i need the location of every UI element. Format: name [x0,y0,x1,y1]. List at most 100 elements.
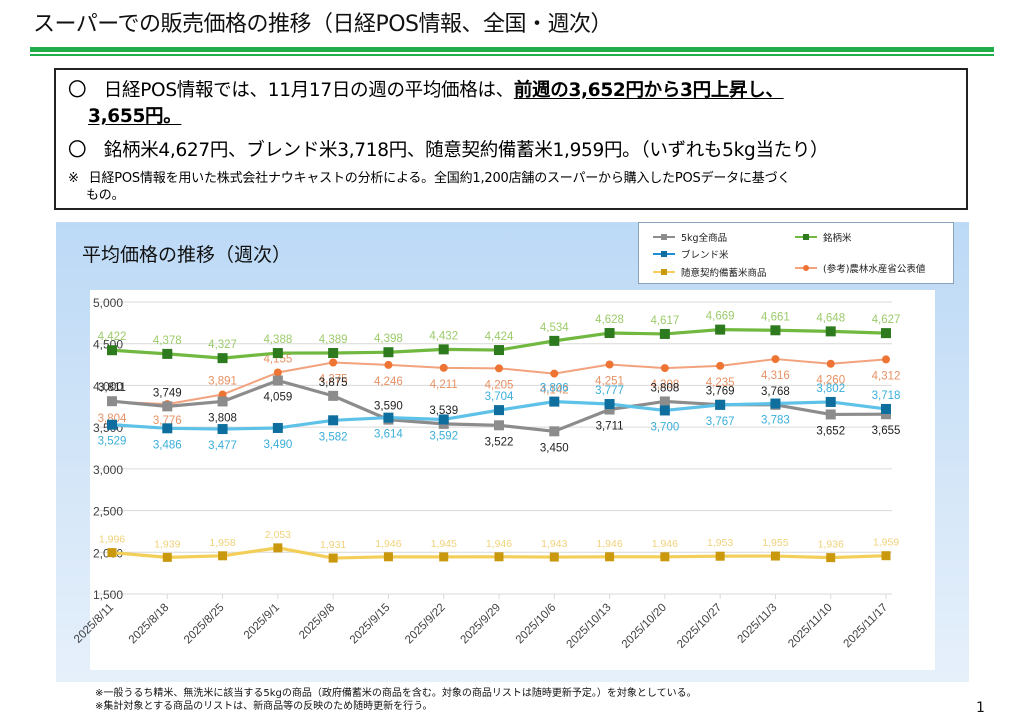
data-label-maff: 4,142 [540,385,569,397]
page-title: スーパーでの販売価格の推移（日経POS情報、全国・週次） [33,12,613,37]
data-label-blend: 3,477 [208,440,237,452]
data-label-stockpile: 1,945 [431,538,457,550]
legend-label-all-5kg: 5kg全商品 [681,233,728,244]
data-point-brand [659,328,670,339]
data-point-maff [550,369,559,378]
data-label-brand: 4,627 [872,314,901,326]
data-point-maff [716,361,725,370]
legend-swatch-brand [795,232,817,242]
data-point-stockpile [881,551,891,561]
x-tick-label: 2025/11/17 [842,602,891,651]
data-label-brand: 4,617 [650,315,679,327]
data-label-stockpile: 1,946 [486,538,512,550]
legend-label-maff: (参考)農林水産省公表値 [823,264,926,275]
data-label-brand: 4,661 [761,311,790,323]
data-label-blend: 3,802 [816,383,845,395]
data-point-blend [659,405,670,416]
data-point-all-5kg [162,401,173,412]
data-point-all-5kg [272,375,283,386]
data-point-all-5kg [328,390,339,401]
data-label-all-5kg: 3,749 [153,387,182,399]
data-label-brand: 4,378 [153,335,182,347]
data-point-maff [384,360,393,369]
x-tick-label: 2025/9/15 [348,602,393,647]
data-label-brand: 4,389 [319,334,348,346]
data-point-blend [770,398,781,409]
data-point-stockpile [439,552,449,562]
y-tick-label: 3,000 [93,463,123,477]
data-label-brand: 4,648 [816,312,845,324]
data-point-maff [660,364,669,373]
data-point-maff [882,355,890,364]
title-rule-thick [30,47,994,52]
data-label-blend: 3,490 [263,439,292,451]
data-point-blend [383,412,394,423]
data-point-blend [272,422,283,433]
data-label-blend: 3,592 [429,430,458,442]
data-point-brand [604,328,615,339]
data-label-maff: 4,208 [650,379,679,391]
data-point-stockpile [383,552,393,562]
data-label-maff: 4,251 [595,375,624,387]
data-label-stockpile: 1,946 [596,538,622,550]
x-tick-label: 2025/9/8 [297,602,337,642]
x-tick-label: 2025/10/20 [620,602,669,651]
x-tick-label: 2025/11/3 [735,602,779,646]
data-label-all-5kg: 3,808 [650,382,679,394]
data-point-brand [715,324,726,335]
data-point-brand [162,348,173,359]
data-label-brand: 4,327 [208,339,237,351]
data-point-maff [329,358,338,367]
legend-label-blend: ブレンド米 [681,250,729,261]
data-point-brand [549,335,560,346]
data-point-brand [328,347,339,358]
data-point-brand [881,328,891,339]
data-label-blend: 3,783 [761,415,790,427]
chart-title: 平均価格の推移（週次） [82,244,292,266]
x-tick-label: 2025/11/10 [786,602,835,651]
data-point-stockpile [273,543,283,553]
legend-swatch-maff [795,263,817,273]
y-tick-label: 5,000 [93,296,123,310]
data-label-maff: 4,312 [872,370,901,382]
data-point-blend [162,423,173,434]
data-point-maff [771,355,780,364]
data-point-maff [439,363,448,372]
summary-note: ※ 日経POS情報を用いた株式会社ナウキャストの分析による。全国約1,200店舗… [68,170,958,204]
chart-legend: 5kg全商品 銘柄米 ブレンド米 随意契約備蓄米商品 (参考)農林水産省公表値 [638,222,954,284]
footnote-1: ※一般うるち精米、無洗米に該当する5kgの商品（政府備蓄米の商品を含む。対象の商… [95,688,697,699]
data-label-stockpile: 1,931 [320,539,346,551]
data-point-stockpile [660,552,670,562]
title-rule-thin [30,54,994,56]
note-text: 日経POS情報を用いた株式会社ナウキャストの分析による。全国約1,200店舗のス… [88,171,791,186]
data-label-all-5kg: 3,711 [596,421,624,433]
data-label-blend: 3,777 [595,385,624,397]
data-label-brand: 4,388 [263,334,292,346]
legend-swatch-blend [653,249,675,259]
x-tick-label: 2025/8/11 [72,602,116,646]
legend-item-blend: ブレンド米 [653,247,729,261]
data-point-brand [217,353,228,364]
data-label-brand: 4,398 [374,333,403,345]
y-tick-label: 2,500 [93,505,123,519]
chart-panel: 平均価格の推移（週次） 5kg全商品 銘柄米 ブレンド米 随意契約備蓄米商品 (… [56,222,969,682]
data-point-blend [604,399,615,410]
x-tick-label: 2025/10/13 [565,602,614,651]
data-point-stockpile [605,552,615,562]
x-tick-label: 2025/9/29 [458,602,503,647]
data-label-all-5kg: 3,539 [429,405,458,417]
data-label-brand: 4,422 [98,331,127,343]
data-label-brand: 4,628 [595,314,624,326]
data-point-stockpile [826,553,836,563]
data-label-stockpile: 2,053 [265,529,291,541]
data-label-stockpile: 1,959 [873,537,899,549]
data-label-blend: 3,767 [706,416,735,428]
data-label-brand: 4,424 [485,331,514,343]
x-tick-label: 2025/10/6 [514,602,559,647]
data-point-all-5kg [881,409,891,420]
page-number: 1 [976,700,985,716]
data-point-brand [494,345,504,356]
data-label-maff: 4,155 [263,353,292,365]
x-tick-label: 2025/10/27 [675,602,724,651]
data-point-blend [881,403,891,414]
